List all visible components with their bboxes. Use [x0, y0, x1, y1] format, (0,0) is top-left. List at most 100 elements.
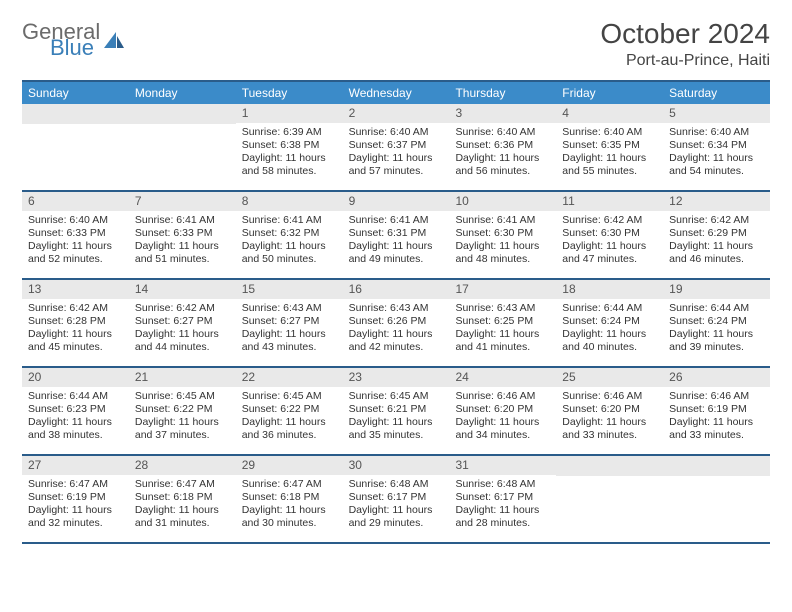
- daylight: Daylight: 11 hours and 55 minutes.: [562, 152, 657, 178]
- week-row: 13Sunrise: 6:42 AMSunset: 6:28 PMDayligh…: [22, 280, 770, 368]
- day-number: 27: [22, 456, 129, 475]
- sunset: Sunset: 6:31 PM: [349, 227, 444, 240]
- day-31: 31Sunrise: 6:48 AMSunset: 6:17 PMDayligh…: [449, 456, 556, 542]
- daylight: Daylight: 11 hours and 51 minutes.: [135, 240, 230, 266]
- sunset: Sunset: 6:27 PM: [242, 315, 337, 328]
- sunrise: Sunrise: 6:46 AM: [669, 390, 764, 403]
- day-body: Sunrise: 6:46 AMSunset: 6:19 PMDaylight:…: [663, 387, 770, 447]
- sunset: Sunset: 6:30 PM: [562, 227, 657, 240]
- sunset: Sunset: 6:24 PM: [562, 315, 657, 328]
- sunset: Sunset: 6:24 PM: [669, 315, 764, 328]
- week-row: 6Sunrise: 6:40 AMSunset: 6:33 PMDaylight…: [22, 192, 770, 280]
- daylight: Daylight: 11 hours and 43 minutes.: [242, 328, 337, 354]
- week-row: 1Sunrise: 6:39 AMSunset: 6:38 PMDaylight…: [22, 104, 770, 192]
- day-25: 25Sunrise: 6:46 AMSunset: 6:20 PMDayligh…: [556, 368, 663, 454]
- day-body: Sunrise: 6:40 AMSunset: 6:37 PMDaylight:…: [343, 123, 450, 183]
- day-body: Sunrise: 6:44 AMSunset: 6:24 PMDaylight:…: [663, 299, 770, 359]
- day-body: Sunrise: 6:47 AMSunset: 6:19 PMDaylight:…: [22, 475, 129, 535]
- sunset: Sunset: 6:21 PM: [349, 403, 444, 416]
- daylight: Daylight: 11 hours and 30 minutes.: [242, 504, 337, 530]
- day-body: Sunrise: 6:45 AMSunset: 6:22 PMDaylight:…: [129, 387, 236, 447]
- day-body: Sunrise: 6:44 AMSunset: 6:24 PMDaylight:…: [556, 299, 663, 359]
- day-empty: [663, 456, 770, 542]
- sunset: Sunset: 6:25 PM: [455, 315, 550, 328]
- day-11: 11Sunrise: 6:42 AMSunset: 6:30 PMDayligh…: [556, 192, 663, 278]
- day-number: 9: [343, 192, 450, 211]
- day-number: 31: [449, 456, 556, 475]
- dow-sunday: Sunday: [22, 82, 129, 104]
- day-10: 10Sunrise: 6:41 AMSunset: 6:30 PMDayligh…: [449, 192, 556, 278]
- day-20: 20Sunrise: 6:44 AMSunset: 6:23 PMDayligh…: [22, 368, 129, 454]
- sunset: Sunset: 6:37 PM: [349, 139, 444, 152]
- day-16: 16Sunrise: 6:43 AMSunset: 6:26 PMDayligh…: [343, 280, 450, 366]
- day-15: 15Sunrise: 6:43 AMSunset: 6:27 PMDayligh…: [236, 280, 343, 366]
- day-body: Sunrise: 6:42 AMSunset: 6:27 PMDaylight:…: [129, 299, 236, 359]
- sunrise: Sunrise: 6:40 AM: [562, 126, 657, 139]
- day-body: Sunrise: 6:43 AMSunset: 6:25 PMDaylight:…: [449, 299, 556, 359]
- daylight: Daylight: 11 hours and 36 minutes.: [242, 416, 337, 442]
- day-number: 7: [129, 192, 236, 211]
- sunset: Sunset: 6:35 PM: [562, 139, 657, 152]
- day-6: 6Sunrise: 6:40 AMSunset: 6:33 PMDaylight…: [22, 192, 129, 278]
- day-number: 19: [663, 280, 770, 299]
- day-number: 28: [129, 456, 236, 475]
- day-number: 10: [449, 192, 556, 211]
- day-28: 28Sunrise: 6:47 AMSunset: 6:18 PMDayligh…: [129, 456, 236, 542]
- day-1: 1Sunrise: 6:39 AMSunset: 6:38 PMDaylight…: [236, 104, 343, 190]
- day-number: 20: [22, 368, 129, 387]
- daylight: Daylight: 11 hours and 57 minutes.: [349, 152, 444, 178]
- dow-thursday: Thursday: [449, 82, 556, 104]
- sunset: Sunset: 6:17 PM: [455, 491, 550, 504]
- sunset: Sunset: 6:30 PM: [455, 227, 550, 240]
- calendar: SundayMondayTuesdayWednesdayThursdayFrid…: [22, 80, 770, 544]
- day-29: 29Sunrise: 6:47 AMSunset: 6:18 PMDayligh…: [236, 456, 343, 542]
- day-body: Sunrise: 6:41 AMSunset: 6:30 PMDaylight:…: [449, 211, 556, 271]
- month-title: October 2024: [600, 18, 770, 50]
- dow-saturday: Saturday: [663, 82, 770, 104]
- sunset: Sunset: 6:33 PM: [135, 227, 230, 240]
- daylight: Daylight: 11 hours and 33 minutes.: [562, 416, 657, 442]
- day-18: 18Sunrise: 6:44 AMSunset: 6:24 PMDayligh…: [556, 280, 663, 366]
- sunrise: Sunrise: 6:42 AM: [669, 214, 764, 227]
- day-body: Sunrise: 6:39 AMSunset: 6:38 PMDaylight:…: [236, 123, 343, 183]
- day-body: Sunrise: 6:46 AMSunset: 6:20 PMDaylight:…: [449, 387, 556, 447]
- day-body: [663, 476, 770, 483]
- sunset: Sunset: 6:26 PM: [349, 315, 444, 328]
- day-body: [22, 124, 129, 131]
- daylight: Daylight: 11 hours and 34 minutes.: [455, 416, 550, 442]
- sunrise: Sunrise: 6:41 AM: [135, 214, 230, 227]
- day-body: Sunrise: 6:46 AMSunset: 6:20 PMDaylight:…: [556, 387, 663, 447]
- sunrise: Sunrise: 6:43 AM: [242, 302, 337, 315]
- sunrise: Sunrise: 6:42 AM: [28, 302, 123, 315]
- day-26: 26Sunrise: 6:46 AMSunset: 6:19 PMDayligh…: [663, 368, 770, 454]
- sunset: Sunset: 6:27 PM: [135, 315, 230, 328]
- sunset: Sunset: 6:29 PM: [669, 227, 764, 240]
- sunrise: Sunrise: 6:40 AM: [669, 126, 764, 139]
- day-body: Sunrise: 6:48 AMSunset: 6:17 PMDaylight:…: [449, 475, 556, 535]
- sunrise: Sunrise: 6:44 AM: [28, 390, 123, 403]
- daylight: Daylight: 11 hours and 42 minutes.: [349, 328, 444, 354]
- sunset: Sunset: 6:36 PM: [455, 139, 550, 152]
- day-24: 24Sunrise: 6:46 AMSunset: 6:20 PMDayligh…: [449, 368, 556, 454]
- daylight: Daylight: 11 hours and 40 minutes.: [562, 328, 657, 354]
- day-9: 9Sunrise: 6:41 AMSunset: 6:31 PMDaylight…: [343, 192, 450, 278]
- day-body: Sunrise: 6:41 AMSunset: 6:32 PMDaylight:…: [236, 211, 343, 271]
- sunrise: Sunrise: 6:45 AM: [242, 390, 337, 403]
- day-17: 17Sunrise: 6:43 AMSunset: 6:25 PMDayligh…: [449, 280, 556, 366]
- sunrise: Sunrise: 6:44 AM: [562, 302, 657, 315]
- day-number: 24: [449, 368, 556, 387]
- daylight: Daylight: 11 hours and 56 minutes.: [455, 152, 550, 178]
- week-row: 20Sunrise: 6:44 AMSunset: 6:23 PMDayligh…: [22, 368, 770, 456]
- day-number: [129, 104, 236, 124]
- sunset: Sunset: 6:18 PM: [242, 491, 337, 504]
- day-number: 14: [129, 280, 236, 299]
- sunrise: Sunrise: 6:41 AM: [455, 214, 550, 227]
- sunrise: Sunrise: 6:40 AM: [349, 126, 444, 139]
- daylight: Daylight: 11 hours and 46 minutes.: [669, 240, 764, 266]
- day-number: 21: [129, 368, 236, 387]
- day-12: 12 Sunrise: 6:42 AMSunset: 6:29 PMDayligh…: [663, 192, 770, 278]
- daylight: Daylight: 11 hours and 32 minutes.: [28, 504, 123, 530]
- day-number: 12: [663, 192, 770, 211]
- day-body: [129, 124, 236, 131]
- daylight: Daylight: 11 hours and 38 minutes.: [28, 416, 123, 442]
